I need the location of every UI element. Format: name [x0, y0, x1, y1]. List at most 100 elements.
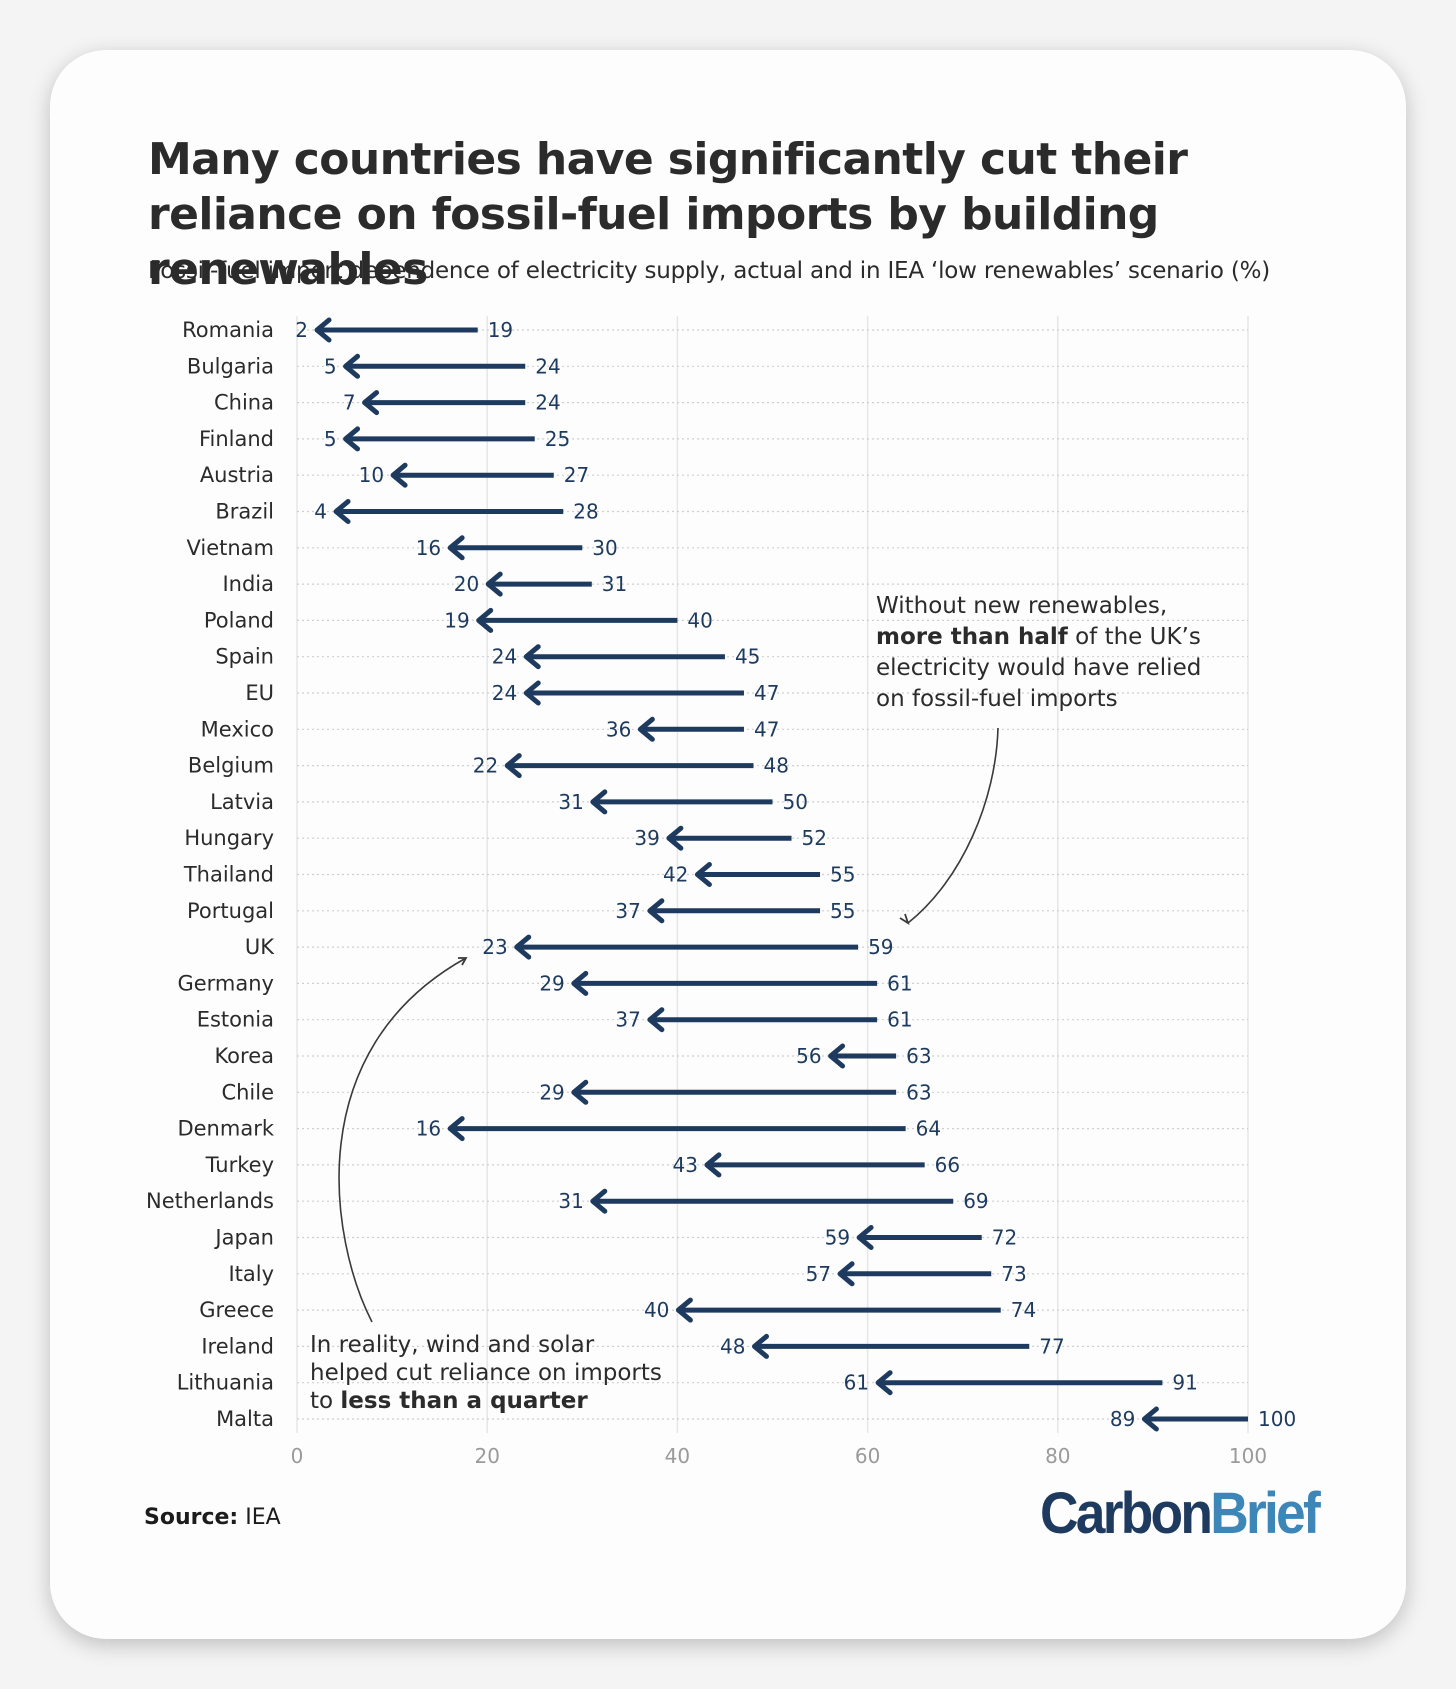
country-label-latvia: Latvia — [210, 790, 274, 814]
scenario-value-label-belgium: 48 — [763, 754, 788, 778]
arrow-head-malta — [1141, 1406, 1159, 1432]
scenario-value-label-netherlands: 69 — [963, 1189, 988, 1213]
arrow-head-germany — [571, 970, 589, 996]
scenario-value-label-romania: 19 — [488, 318, 513, 342]
row-italy: Italy 57 73 — [228, 1261, 1248, 1287]
annotation-uk-scenario-text: Without new renewables, — [876, 593, 1167, 619]
logo-part-carbon: Carbon — [1040, 1481, 1213, 1546]
actual-value-label-hungary: 39 — [634, 826, 659, 850]
actual-value-label-denmark: 16 — [416, 1117, 441, 1141]
annotation-uk-scenario-text: of the UK’s — [1068, 624, 1201, 650]
row-eu: EU 24 47 — [245, 680, 1248, 706]
scenario-value-label-india: 31 — [602, 572, 627, 596]
arrow-head-bulgaria — [343, 353, 361, 379]
actual-value-label-malta: 89 — [1110, 1407, 1135, 1431]
country-label-finland: Finland — [199, 427, 274, 451]
chart-title: Many countries have significantly cut th… — [148, 134, 1188, 295]
actual-value-label-spain: 24 — [492, 645, 517, 669]
row-korea: Korea 56 63 — [214, 1043, 1248, 1069]
country-label-japan: Japan — [213, 1226, 274, 1250]
scenario-value-label-latvia: 50 — [783, 790, 808, 814]
row-vietnam: Vietnam 16 30 — [186, 535, 1248, 561]
actual-value-label-poland: 19 — [444, 608, 469, 632]
row-mexico: Mexico 36 47 — [201, 716, 1248, 742]
country-label-hungary: Hungary — [184, 826, 274, 850]
scenario-value-label-chile: 63 — [906, 1080, 931, 1104]
country-label-netherlands: Netherlands — [146, 1189, 274, 1213]
annotation-arrow-uk-actual — [338, 957, 467, 1323]
scenario-value-label-eu: 47 — [754, 681, 779, 705]
scenario-value-label-bulgaria: 24 — [535, 354, 560, 378]
arrow-head-lithuania — [875, 1370, 893, 1396]
scenario-value-label-turkey: 66 — [935, 1153, 960, 1177]
actual-value-label-romania: 2 — [295, 318, 308, 342]
annotation-uk-actual-text: In reality, wind and solar — [310, 1332, 595, 1358]
arrow-head-italy — [837, 1261, 855, 1287]
actual-value-label-india: 20 — [454, 572, 479, 596]
scenario-value-label-thailand: 55 — [830, 863, 855, 887]
arrow-head-chile — [571, 1079, 589, 1105]
arrow-head-vietnam — [447, 535, 465, 561]
arrow-head-romania — [314, 317, 332, 343]
country-label-austria: Austria — [200, 463, 274, 487]
country-label-greece: Greece — [199, 1298, 274, 1322]
arrow-head-austria — [390, 462, 408, 488]
row-netherlands: Netherlands 31 69 — [146, 1188, 1248, 1214]
country-label-thailand: Thailand — [183, 863, 274, 887]
x-axis-ticks: 0 20 40 60 80 100 — [291, 1444, 1267, 1468]
arrow-head-hungary — [666, 825, 684, 851]
x-tick-label-80: 80 — [1045, 1444, 1070, 1468]
scenario-value-label-spain: 45 — [735, 645, 760, 669]
actual-value-label-finland: 5 — [324, 427, 337, 451]
row-india: India 20 31 — [222, 571, 1248, 597]
country-label-korea: Korea — [214, 1044, 274, 1068]
scenario-value-label-ireland: 77 — [1039, 1334, 1064, 1358]
country-label-turkey: Turkey — [205, 1153, 274, 1177]
source-label: Source: — [144, 1505, 239, 1530]
country-label-italy: Italy — [228, 1262, 274, 1286]
scenario-value-label-lithuania: 91 — [1172, 1371, 1197, 1395]
arrow-head-mexico — [637, 716, 655, 742]
annotation-arrowhead-uk-scenario — [899, 913, 910, 926]
x-tick-label-40: 40 — [665, 1444, 690, 1468]
arrow-head-uk — [514, 934, 532, 960]
country-label-mexico: Mexico — [201, 717, 274, 741]
annotation-uk-scenario-text: on fossil-fuel imports — [876, 686, 1118, 712]
actual-value-label-japan: 59 — [825, 1226, 850, 1250]
arrow-head-latvia — [590, 789, 608, 815]
actual-value-label-ireland: 48 — [720, 1334, 745, 1358]
arrow-head-greece — [675, 1297, 693, 1323]
arrow-head-brazil — [333, 499, 351, 524]
scenario-value-label-austria: 27 — [564, 463, 589, 487]
annotation-uk-scenario-text: electricity would have relied — [876, 655, 1201, 681]
actual-value-label-portugal: 37 — [615, 899, 640, 923]
row-austria: Austria 10 27 — [200, 462, 1248, 488]
country-label-lithuania: Lithuania — [177, 1371, 274, 1395]
annotation-arrowhead-uk-actual — [458, 957, 468, 966]
carbonbrief-logo: CarbonBrief — [1040, 1480, 1321, 1547]
actual-value-label-brazil: 4 — [314, 500, 327, 524]
row-germany: Germany 29 61 — [177, 970, 1248, 996]
actual-value-label-austria: 10 — [359, 463, 384, 487]
actual-value-label-greece: 40 — [644, 1298, 669, 1322]
row-romania: Romania 2 19 — [182, 317, 1248, 343]
scenario-value-label-vietnam: 30 — [592, 536, 617, 560]
row-malta: Malta 89 100 — [216, 1406, 1296, 1432]
actual-value-label-belgium: 22 — [473, 754, 498, 778]
scenario-value-label-china: 24 — [535, 391, 560, 415]
scenario-value-label-japan: 72 — [992, 1226, 1017, 1250]
arrow-head-japan — [856, 1225, 874, 1250]
actual-value-label-mexico: 36 — [606, 717, 631, 741]
scenario-value-label-brazil: 28 — [573, 500, 598, 524]
actual-value-label-turkey: 43 — [672, 1153, 697, 1177]
country-label-china: China — [214, 391, 274, 415]
country-label-brazil: Brazil — [215, 500, 274, 524]
scenario-value-label-uk: 59 — [868, 935, 893, 959]
annotation-uk-scenario: Without new renewables, more than half of… — [876, 593, 1201, 712]
scenario-value-label-estonia: 61 — [887, 1008, 912, 1032]
scenario-value-label-poland: 40 — [687, 608, 712, 632]
country-label-belgium: Belgium — [188, 754, 274, 778]
actual-value-label-estonia: 37 — [615, 1008, 640, 1032]
